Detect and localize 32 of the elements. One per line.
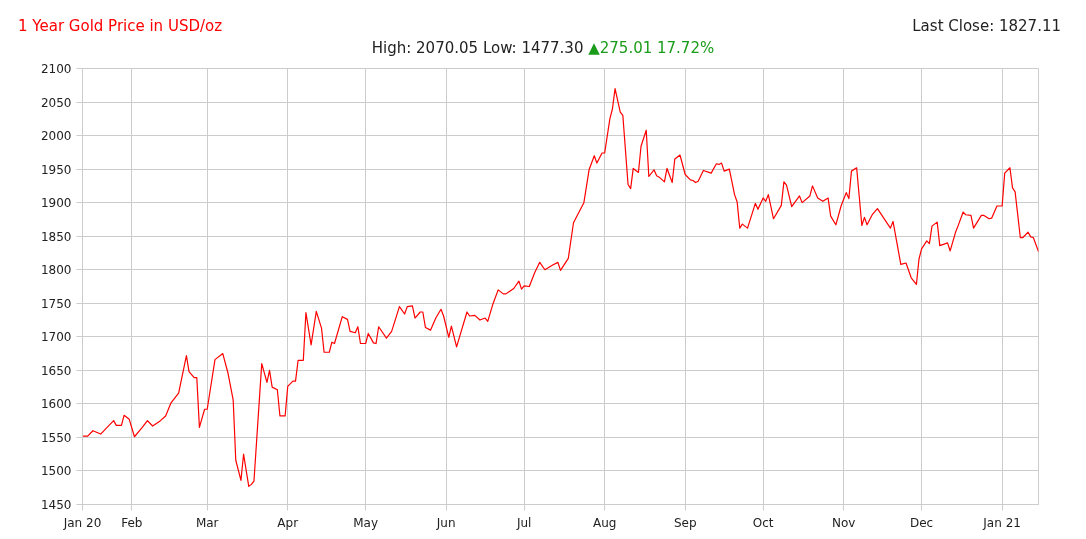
- y-tick-label: 1900: [40, 196, 72, 211]
- x-tick-label: Dec: [909, 515, 934, 530]
- chart-title: 1 Year Gold Price in USD/oz: [18, 16, 223, 37]
- y-tick-label: 1500: [40, 464, 72, 479]
- x-tick-label: Jan 20: [62, 515, 102, 530]
- x-tick-label: Jan 21: [982, 515, 1021, 530]
- x-tick-label: Nov: [831, 515, 856, 530]
- x-tick-label: Feb: [121, 515, 143, 530]
- chart-subtitle: High: 2070.05 Low: 1477.30: [371, 39, 584, 57]
- y-tick-label: 2100: [40, 62, 72, 76]
- y-tick-label: 1750: [40, 296, 72, 311]
- y-tick-label: 2000: [40, 129, 72, 144]
- y-tick-label: 1850: [40, 229, 72, 244]
- x-tick-label: May: [353, 515, 379, 530]
- y-tick-label: 1450: [40, 498, 72, 512]
- y-tick-label: 1800: [40, 263, 72, 278]
- y-tick-label: 1650: [40, 363, 72, 378]
- y-tick-label: 1700: [40, 330, 72, 345]
- x-tick-label: Aug: [592, 515, 617, 530]
- x-tick-label: Mar: [195, 515, 219, 530]
- x-tick-label: Apr: [277, 515, 299, 530]
- x-tick-label: Oct: [752, 515, 774, 530]
- text: ▲275.01 17.72%: [588, 39, 715, 57]
- y-tick-label: 1600: [40, 397, 72, 412]
- y-tick-label: 1950: [40, 162, 72, 177]
- y-tick-label: 2050: [40, 95, 72, 110]
- x-tick-label: Sep: [673, 515, 697, 530]
- x-tick-label: Jun: [435, 515, 456, 530]
- y-tick-label: 1550: [40, 430, 72, 445]
- text: Last Close: 1827.11: [912, 16, 1061, 37]
- x-tick-label: Jul: [515, 515, 532, 530]
- line-series: [82, 88, 1039, 487]
